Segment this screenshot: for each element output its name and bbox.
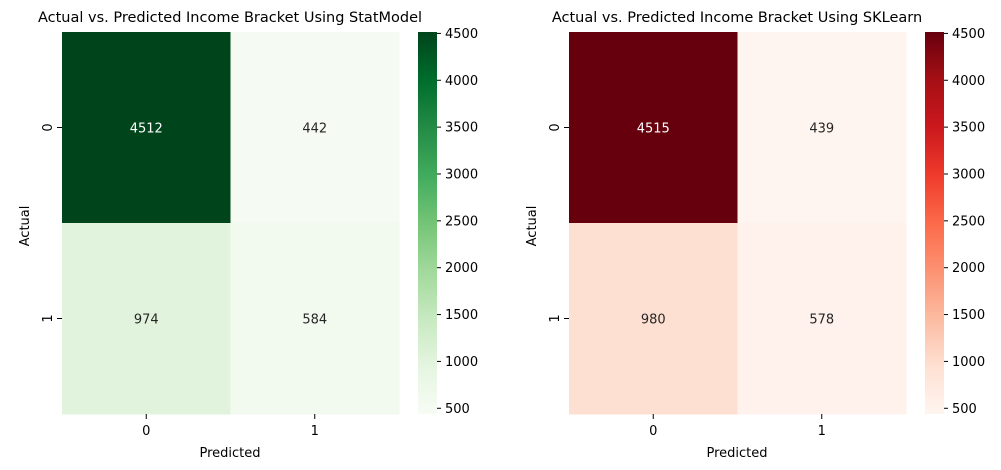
colorbar-tick-label: 2000: [952, 261, 985, 276]
cell-value-label: 980: [641, 313, 666, 328]
colorbar-ticks: 500 1000 1500 2000 2500 3000 3500 4000 4500: [944, 27, 985, 417]
cell-value-label: 4515: [637, 122, 670, 137]
heatmap-cell: [569, 223, 738, 415]
x-tick-label: 0: [649, 424, 657, 439]
heatmap-cell: [62, 32, 231, 224]
y-tick-label: 0: [41, 123, 56, 131]
colorbar-tick-label: 1500: [952, 308, 985, 323]
heatmap-cell: [569, 32, 738, 224]
x-tick-label: 0: [142, 424, 150, 439]
cell-value-label: 578: [809, 313, 834, 328]
chart-title: Actual vs. Predicted Income Bracket Usin…: [38, 10, 422, 26]
cell-value-label: 442: [302, 122, 327, 137]
colorbar: [418, 32, 437, 414]
heatmap-cell: [230, 223, 400, 415]
cell-value-label: 584: [302, 313, 327, 328]
heatmap-cells: [569, 32, 907, 415]
heatmap-cell: [737, 223, 907, 415]
y-axis-label: Actual: [18, 206, 33, 247]
y-axis-ticks: 01: [548, 123, 569, 323]
cell-value-label: 439: [809, 122, 834, 137]
y-tick-label: 1: [548, 314, 563, 322]
colorbar-ticks: 500 1000 1500 2000 2500 3000 3500 4000 4500: [437, 27, 478, 417]
cell-value-labels: 4512 442 974 584: [130, 122, 327, 328]
colorbar-tick-label: 500: [952, 402, 977, 417]
colorbar-tick-label: 4000: [952, 74, 985, 89]
colorbar-tick-label: 2000: [445, 261, 478, 276]
y-tick-label: 0: [548, 123, 563, 131]
cell-value-label: 974: [134, 313, 159, 328]
colorbar-tick-label: 3500: [445, 121, 478, 136]
colorbar-tick-label: 2500: [952, 214, 985, 229]
x-tick-label: 1: [311, 424, 319, 439]
colorbar-tick-label: 1000: [952, 355, 985, 370]
colorbar-tick-label: 1500: [445, 308, 478, 323]
colorbar-tick-label: 4500: [445, 27, 478, 42]
heatmap-cells: [62, 32, 400, 415]
y-tick-label: 1: [41, 314, 56, 322]
x-axis-label: Predicted: [199, 446, 260, 461]
colorbar-tick-label: 4500: [952, 27, 985, 42]
x-axis-label: Predicted: [706, 446, 767, 461]
heatmap-cell: [230, 32, 400, 224]
heatmap-cell: [62, 223, 231, 415]
statmodel-heatmap-panel: Actual vs. Predicted Income Bracket Usin…: [18, 10, 478, 461]
colorbar-tick-label: 3000: [952, 167, 985, 182]
heatmap-cell: [737, 32, 907, 224]
colorbar: [925, 32, 944, 414]
cell-value-labels: 4515 439 980 578: [637, 122, 834, 328]
colorbar-tick-label: 4000: [445, 74, 478, 89]
colorbar-tick-label: 1000: [445, 355, 478, 370]
y-axis-ticks: 01: [41, 123, 62, 323]
chart-title: Actual vs. Predicted Income Bracket Usin…: [552, 10, 922, 26]
colorbar-tick-label: 3500: [952, 121, 985, 136]
colorbar-tick-label: 3000: [445, 167, 478, 182]
y-axis-label: Actual: [525, 206, 540, 247]
sklearn-heatmap-panel: Actual vs. Predicted Income Bracket Usin…: [525, 10, 985, 461]
x-tick-label: 1: [818, 424, 826, 439]
colorbar-tick-label: 2500: [445, 214, 478, 229]
cell-value-label: 4512: [130, 122, 163, 137]
colorbar-tick-label: 500: [445, 402, 470, 417]
